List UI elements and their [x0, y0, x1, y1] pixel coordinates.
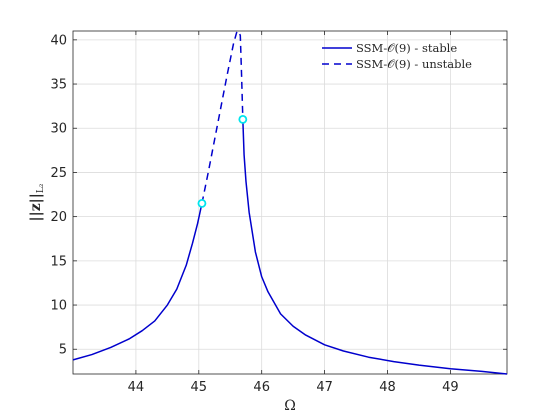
y-tick-label: 15	[50, 254, 67, 269]
series-line-unstable-1	[201, 30, 244, 204]
bifurcation-point-0	[197, 198, 207, 208]
series-line-stable-0	[72, 203, 203, 361]
y-tick-label: 30	[50, 122, 67, 137]
axes-box	[72, 30, 508, 375]
series-line-stable-2	[242, 119, 508, 375]
y-axis-label: ||z||L₂	[28, 183, 46, 221]
legend-label-unstable: SSM-𝒪(9) - unstable	[356, 57, 472, 71]
y-tick-label: 40	[50, 33, 67, 48]
plot-area	[73, 31, 507, 374]
x-tick-label: 45	[191, 380, 208, 395]
y-tick-label: 35	[50, 78, 67, 93]
x-axis-ticks: 44 45 46 47 48 49	[128, 31, 459, 395]
x-tick-label: 47	[316, 380, 333, 395]
x-tick-label: 48	[379, 380, 396, 395]
series-lines	[72, 30, 508, 375]
legend: SSM-𝒪(9) - stable SSM-𝒪(9) - unstable	[322, 41, 472, 71]
axes-frame	[72, 30, 508, 375]
grid-lines	[73, 31, 507, 374]
y-tick-label: 25	[50, 166, 67, 181]
legend-label-stable: SSM-𝒪(9) - stable	[356, 41, 457, 55]
y-axis-ticks: 5 10 15 20 25 30 35 40	[50, 33, 507, 358]
bifurcation-markers	[197, 115, 248, 208]
y-tick-label: 5	[59, 343, 67, 358]
x-tick-label: 44	[128, 380, 145, 395]
x-tick-label: 49	[442, 380, 459, 395]
x-tick-label: 46	[253, 380, 270, 395]
x-axis-label: Ω	[284, 398, 296, 414]
y-tick-label: 20	[50, 210, 67, 225]
y-tick-label: 10	[50, 299, 67, 314]
bifurcation-point-1	[238, 115, 248, 124]
